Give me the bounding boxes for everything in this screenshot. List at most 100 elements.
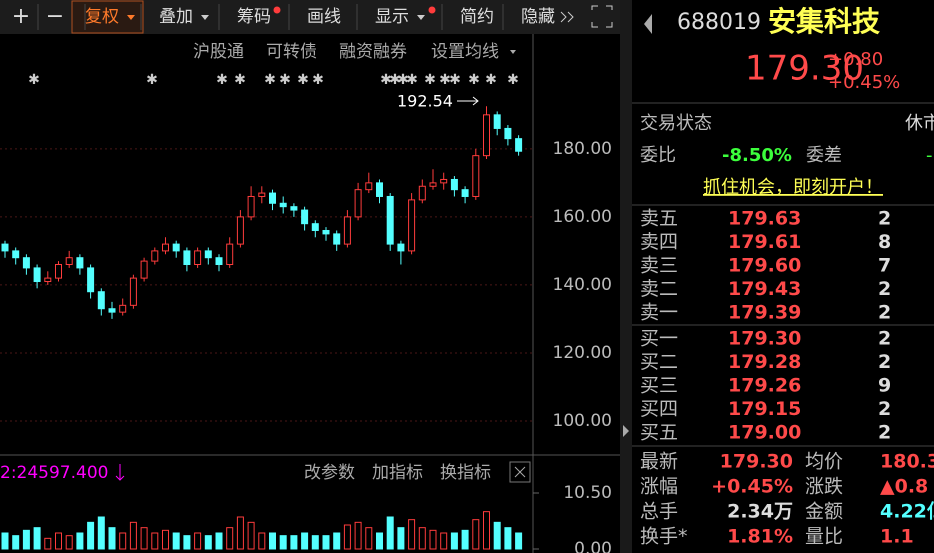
weicha: - [926,145,933,166]
splitter[interactable] [620,0,632,553]
candle-body [215,257,223,266]
candle-body [483,114,490,157]
event-marker: ✱ [312,72,324,88]
candle-body [269,192,276,204]
candle-body [183,250,191,266]
volume-bar [65,535,73,550]
sub-toolbar-link[interactable]: 沪股通 [193,42,244,62]
stat-label: 均价 [805,451,843,473]
toolbar-button[interactable]: 复权 [85,7,119,27]
candle-body [33,267,41,283]
price: 179.30 [745,49,864,89]
candle-body [12,250,20,259]
volume-bar [258,532,266,550]
volume-bar [493,521,501,550]
volume-bar [515,532,523,550]
candle-body [311,223,319,231]
candle-body [429,182,437,187]
book-qty: 9 [878,375,891,397]
book-label: 卖五 [640,208,678,230]
sub-toolbar-link[interactable]: 设置均线 [431,42,499,62]
candle-body [22,257,30,269]
indicator-button[interactable]: 改参数 [304,463,355,483]
y-tick-label: 100.00 [553,411,612,431]
sub-toolbar-link[interactable]: 可转债 [266,42,317,62]
candle-body [461,189,469,197]
splitter-arrow [623,425,629,437]
status: 休市 [905,113,934,134]
volume-bar [194,532,202,550]
volume-bar [236,516,244,550]
volume-bar [22,529,30,550]
y-tick-label: 140.00 [553,275,612,295]
candle-body [236,216,244,245]
toolbar-button[interactable]: 筹码 [237,7,271,27]
event-marker: ✱ [297,72,309,88]
volume-bar [108,527,116,550]
book-qty: 2 [878,208,891,230]
volume-bar [408,519,416,550]
stat-value: 1.81% [727,526,793,548]
volume-bar [140,527,148,550]
book-label: 买四 [640,398,678,420]
book-label: 买三 [640,375,678,397]
sub-toolbar-link[interactable]: 融资融券 [339,42,407,62]
y-tick-label: 160.00 [553,207,612,227]
event-marker: ✱ [264,72,276,88]
event-marker: ✱ [146,72,158,88]
weibi-label: 委比 [640,145,676,166]
book-price: 179.63 [728,208,801,230]
toolbar-button[interactable]: 叠加 [159,7,193,27]
candle-body [97,291,105,310]
volume-bar [44,537,52,550]
event-marker: ✱ [397,72,409,88]
prev-arrow[interactable] [644,14,652,34]
toolbar-button[interactable]: 简约 [460,7,494,27]
more-icon [560,11,574,23]
book-qty: 7 [878,255,891,277]
candle-body [515,138,523,152]
volume-bar [1,532,9,550]
volume-bar [76,532,84,550]
toolbar-button[interactable]: 显示 [375,7,409,27]
toolbar-button[interactable]: 画线 [307,7,341,27]
close-x [514,466,526,478]
candle-body [226,243,234,266]
event-marker: ✱ [439,72,451,88]
toolbar-button[interactable]: + [12,4,30,29]
book-qty: 2 [878,302,891,324]
fullscreen-icon[interactable] [591,5,613,28]
candle-body [397,243,405,252]
volume-bar [290,535,298,550]
candle-body [44,277,52,283]
toolbar-button[interactable]: − [46,4,64,29]
indicator-button[interactable]: 换指标 [440,463,491,483]
volume-bar [343,524,351,550]
close-box[interactable] [509,461,531,483]
candle-body [354,189,362,218]
book-price: 179.30 [728,328,801,350]
dropdown-icon [127,15,135,20]
status-label: 交易状态 [640,113,712,134]
toolbar-button[interactable]: 隐藏 [521,7,555,27]
book-qty: 2 [878,422,891,444]
indicator-button[interactable]: 加指标 [372,463,423,483]
max-label: 192.54 [397,92,453,111]
y2-tick-label: 10.50 [563,483,612,503]
promo[interactable]: 抓住机会，即刻开户！ [703,177,883,198]
volume-bar [311,535,319,550]
weibi: -8.50% [722,145,792,166]
y2-tick-label: 0.00 [574,539,612,553]
volume-bar [97,516,105,550]
book-label: 买五 [640,422,678,444]
volume-bar [215,532,223,550]
volume-bar [397,527,405,550]
volume-bar [376,532,383,550]
book-qty: 2 [878,328,891,350]
candle-body [129,277,137,306]
event-marker: ✱ [468,72,480,88]
book-label: 卖四 [640,231,678,253]
book-label: 买一 [640,328,678,350]
candle-body [162,243,169,252]
